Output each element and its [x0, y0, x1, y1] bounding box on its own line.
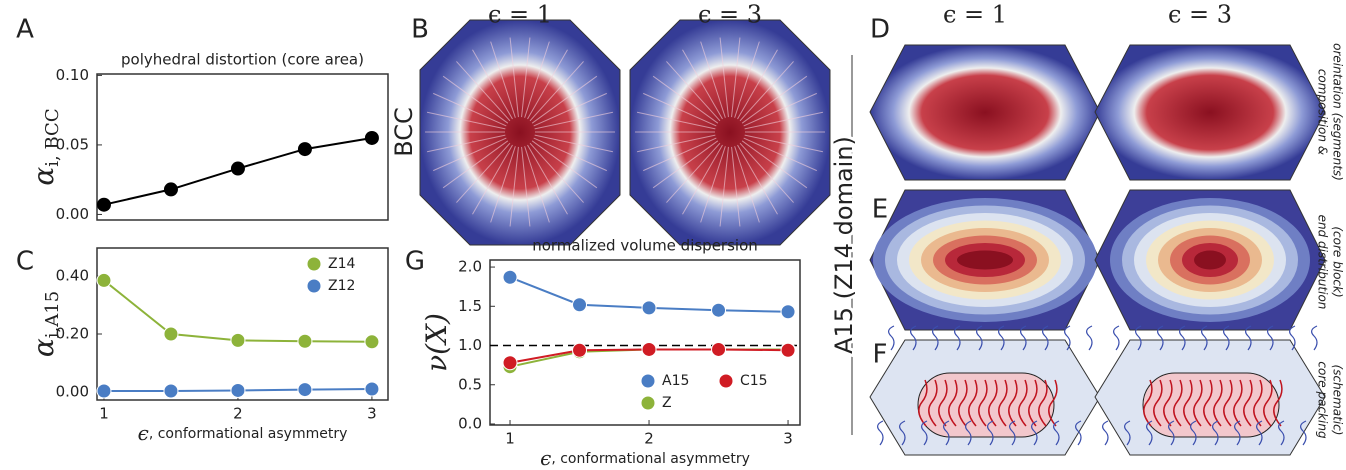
label: E [872, 195, 888, 225]
label: B [411, 15, 429, 45]
point [231, 162, 245, 176]
y-axis-label: αi, BCC [27, 108, 64, 185]
y-label-sub: i,A15 [42, 291, 63, 338]
legend-label: C15 [740, 373, 768, 389]
x-tick-label: 1 [505, 430, 515, 448]
point [298, 334, 312, 348]
y-tick-label: 0.00 [56, 382, 89, 400]
label: (core block) [1331, 226, 1345, 297]
point [97, 273, 111, 287]
label: F [873, 340, 888, 370]
contour [957, 251, 1013, 270]
x-label-symbol: ϵ [540, 446, 551, 467]
x-axis-label: ϵ, conformational asymmetry [540, 446, 750, 467]
y-tick-label: 0.40 [56, 267, 89, 285]
y-tick-label: 1.0 [458, 336, 482, 354]
point [164, 384, 178, 398]
x-label-text: , conformational asymmetry [551, 451, 750, 466]
chain [889, 326, 894, 350]
point [164, 327, 178, 341]
y-tick-label: 0.10 [56, 66, 89, 84]
label: ϵ = 3 [698, 1, 762, 29]
point [642, 342, 656, 356]
point [365, 335, 379, 349]
chain [878, 421, 883, 445]
point [164, 182, 178, 196]
y-tick-label: 2.0 [458, 258, 482, 276]
point [642, 301, 656, 315]
x-axis-label: ϵ, conformational asymmetry [138, 421, 348, 445]
point [781, 343, 795, 357]
point [365, 382, 379, 396]
panel-letter: G [405, 247, 425, 277]
plot-frame [97, 74, 388, 220]
label: ϵ = 1 [488, 1, 552, 29]
legend-label: A15 [662, 373, 689, 389]
label: core packing [1316, 361, 1330, 439]
point [573, 298, 587, 312]
x-tick-label: 2 [644, 430, 654, 448]
chain [1087, 326, 1092, 350]
y-label-sub: i, BCC [42, 108, 63, 166]
legend-label: Z [662, 395, 672, 411]
legend-swatch [641, 374, 655, 388]
x-tick-label: 2 [233, 405, 243, 423]
point [231, 383, 245, 397]
contour [1194, 251, 1226, 270]
point [298, 142, 312, 156]
a15-composition [870, 45, 1100, 180]
a15-composition [1095, 45, 1325, 180]
legend-swatch [719, 374, 733, 388]
label: ϵ = 1 [943, 1, 1007, 29]
point [298, 383, 312, 397]
y-label-symbol: ν(X) [420, 313, 453, 372]
label: end distribution [1316, 215, 1330, 310]
chart-title: normalized volume dispersion [532, 237, 758, 255]
panel-letter: C [16, 247, 34, 277]
label: ϵ = 3 [1168, 1, 1232, 29]
point [365, 131, 379, 145]
point [503, 270, 517, 284]
panel-letter: A [16, 15, 34, 45]
legend-swatch [641, 396, 655, 410]
y-tick-label: 0.5 [458, 375, 482, 393]
chain [1103, 421, 1108, 445]
point [503, 356, 517, 370]
x-label-symbol: ϵ [138, 421, 149, 445]
x-tick-label: 3 [367, 405, 377, 423]
x-tick-label: 1 [99, 405, 109, 423]
label: oreintation (segments) [1331, 43, 1345, 181]
legend-swatch [307, 279, 321, 293]
x-label-text: , conformational asymmetry [149, 426, 348, 442]
label: composition & [1316, 69, 1330, 155]
chart-title: polyhedral distortion (core area) [121, 51, 364, 69]
point [97, 384, 111, 398]
point [712, 342, 726, 356]
point [231, 333, 245, 347]
x-tick-label: 3 [783, 430, 793, 448]
label: (schematic) [1331, 365, 1345, 436]
chain [1114, 326, 1119, 350]
legend-label: Z14 [328, 256, 355, 272]
label: D [870, 15, 890, 45]
y-axis-label: ν(X) [420, 313, 453, 372]
y-tick-label: 0.00 [56, 205, 89, 223]
y-label-symbol: α [27, 167, 60, 186]
legend-label: Z12 [328, 278, 355, 294]
point [781, 305, 795, 319]
point [712, 303, 726, 317]
legend-swatch [307, 257, 321, 271]
y-tick-label: 0.0 [458, 414, 482, 432]
label: A15 (Z14 domain) [830, 136, 858, 354]
chain [1312, 326, 1317, 350]
point [97, 198, 111, 212]
y-tick-label: 1.5 [458, 297, 482, 315]
figure: B D E Fϵ = 1 ϵ = 3 ϵ = 1 ϵ = 3 BCC A15 (Z14 doma… [0, 0, 1346, 466]
point [573, 343, 587, 357]
y-axis-label: αi,A15 [27, 291, 64, 357]
y-label-symbol: α [27, 338, 60, 357]
label: BCC [390, 107, 418, 157]
